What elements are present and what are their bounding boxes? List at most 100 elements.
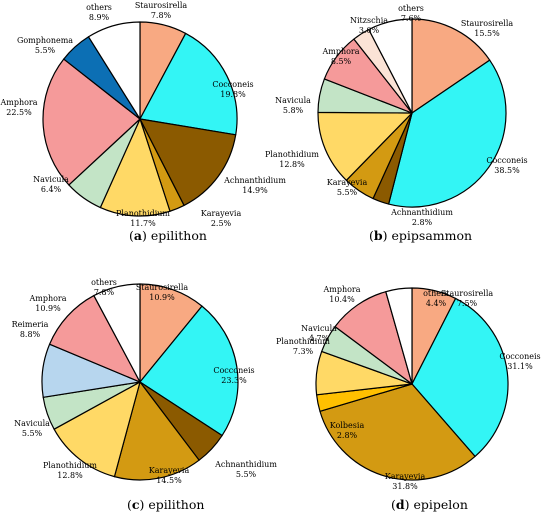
label-b-navicula-name: Navicula [275, 96, 311, 105]
slice-b-others [368, 18, 413, 114]
label-a-staurosirella-pct: 7.8% [151, 11, 172, 20]
label-d-staurosirella-name: Staurosirella [441, 289, 494, 298]
label-d-cocconeis-name: Cocconeis [499, 352, 540, 361]
label-c-amphora-name: Amphora [28, 294, 66, 303]
caption-a: (a) epilithon [129, 228, 207, 243]
caption-b-letter: b [373, 228, 383, 243]
label-d-others-pct: 4.4% [426, 299, 447, 308]
label-b-staurosirella-pct: 15.5% [474, 29, 500, 38]
label-a-cocconeis-name: Cocconeis [212, 80, 253, 89]
label-d-amphora-name: Amphora [322, 285, 360, 294]
label-a-karayevia-name: Karayevia [201, 209, 242, 218]
label-c-navicula-name: Navicula [14, 419, 50, 428]
label-c-amphora-pct: 10.9% [35, 304, 61, 313]
caption-a-text: epilithon [150, 228, 207, 243]
label-c-karayevia-name: Karayevia [149, 466, 190, 475]
label-c-achnanthidium-pct: 5.5% [236, 470, 257, 479]
label-b-cocconeis-name: Cocconeis [486, 156, 527, 165]
label-a-achnanthidium-pct: 14.9% [242, 186, 268, 195]
slice-c-planothidium [53, 381, 141, 478]
caption-c-text: epilithon [148, 497, 205, 512]
label-b-karayevia-name: Karayevia [327, 178, 368, 187]
caption-d: (d) epipelon [391, 497, 468, 512]
slice-d-cocconeis [411, 297, 509, 458]
label-a-gomphonema-pct: 5.5% [35, 46, 56, 55]
label-c-others-pct: 7.8% [94, 288, 115, 297]
label-d-kolbesia-name: Kolbesia [330, 421, 365, 430]
label-b-cocconeis-pct: 38.5% [494, 166, 520, 175]
label-b-navicula-pct: 5.8% [283, 106, 304, 115]
caption-d-letter: d [395, 497, 405, 512]
label-d-staurosirella-pct: 7.5% [457, 299, 478, 308]
label-b-staurosirella-name: Staurosirella [461, 19, 514, 28]
label-c-planothidium-name: Planothidium [43, 461, 97, 470]
label-d-amphora-pct: 10.4% [329, 295, 355, 304]
label-a-others-name: others [86, 3, 112, 12]
label-c-karayevia-pct: 14.5% [156, 476, 182, 485]
label-c-cocconeis-pct: 23.3% [221, 376, 247, 385]
label-a-achnanthidium-name: Achnanthidium [223, 176, 286, 185]
label-c-planothidium-pct: 12.8% [57, 471, 83, 480]
slice-c-others [93, 283, 141, 383]
slice-b-staurosirella [411, 18, 491, 114]
label-b-planothidium-name: Planothidium [265, 150, 319, 159]
slice-d-karayevia [319, 383, 476, 481]
label-c-cocconeis-name: Cocconeis [213, 366, 254, 375]
label-d-cocconeis-pct: 31.1% [507, 362, 533, 371]
label-b-achnanthidium-pct: 2.8% [412, 218, 433, 227]
label-d-navicula-pct: 4.7% [309, 334, 330, 343]
caption-a-letter: a [133, 228, 142, 243]
slice-b-cocconeis [388, 59, 507, 208]
caption-c: (c) epilithon [127, 497, 205, 512]
label-a-planothidium-name: Planothidium [116, 209, 170, 218]
label-d-others-name: others [423, 289, 449, 298]
slice-c-karayevia [113, 381, 200, 481]
slice-c-staurosirella [139, 283, 203, 383]
label-a-gomphonema-name: Gomphonema [17, 36, 73, 45]
label-c-others-name: others [91, 278, 117, 287]
caption-b-text: epipsammon [391, 228, 473, 243]
label-a-navicula-pct: 6.4% [41, 185, 62, 194]
slice-a-cocconeis [139, 32, 238, 136]
slice-c-amphora [48, 294, 141, 383]
caption-b: (b) epipsammon [369, 228, 473, 243]
label-d-navicula-name: Navicula [301, 324, 337, 333]
label-a-amphora-pct: 22.5% [6, 108, 32, 117]
label-d-planothidium-name: Planothidium [276, 337, 330, 346]
label-c-achnanthidium-name: Achnanthidium [214, 460, 277, 469]
label-b-nitzschia-pct: 3.0% [359, 26, 380, 35]
slice-a-achnanthidium [139, 118, 237, 207]
caption-d-text: epipelon [413, 497, 468, 512]
label-b-amphora-pct: 8.5% [331, 57, 352, 66]
label-b-others-name: others [398, 4, 424, 13]
pie-chart-c: Staurosirella10.9%Cocconeis23.3%Achnanth… [12, 278, 278, 485]
label-a-staurosirella-name: Staurosirella [135, 1, 188, 10]
label-d-planothidium-pct: 7.3% [293, 347, 314, 356]
caption-c-letter: c [131, 497, 140, 512]
label-a-others-pct: 8.9% [89, 13, 110, 22]
slice-a-amphora [42, 58, 141, 186]
label-b-amphora-name: Amphora [321, 47, 359, 56]
label-c-staurosirella-pct: 10.9% [149, 293, 175, 302]
label-d-kolbesia-pct: 2.8% [337, 431, 358, 440]
label-d-karayevia-pct: 31.8% [392, 482, 418, 491]
label-b-planothidium-pct: 12.8% [279, 160, 305, 169]
label-a-cocconeis-pct: 19.8% [220, 90, 246, 99]
slice-b-planothidium [317, 111, 413, 181]
label-b-others-pct: 7.6% [401, 14, 422, 23]
slice-c-cocconeis [139, 305, 239, 437]
label-c-reimeria-name: Reimeria [12, 320, 49, 329]
label-c-navicula-pct: 5.5% [22, 429, 43, 438]
label-c-staurosirella-name: Staurosirella [136, 283, 189, 292]
label-d-karayevia-name: Karayevia [385, 472, 426, 481]
label-c-reimeria-pct: 8.8% [20, 330, 41, 339]
label-b-karayevia-pct: 5.5% [337, 188, 358, 197]
label-a-karayevia-pct: 2.5% [211, 219, 232, 228]
slice-d-others [385, 287, 413, 385]
slice-a-others [87, 21, 141, 120]
